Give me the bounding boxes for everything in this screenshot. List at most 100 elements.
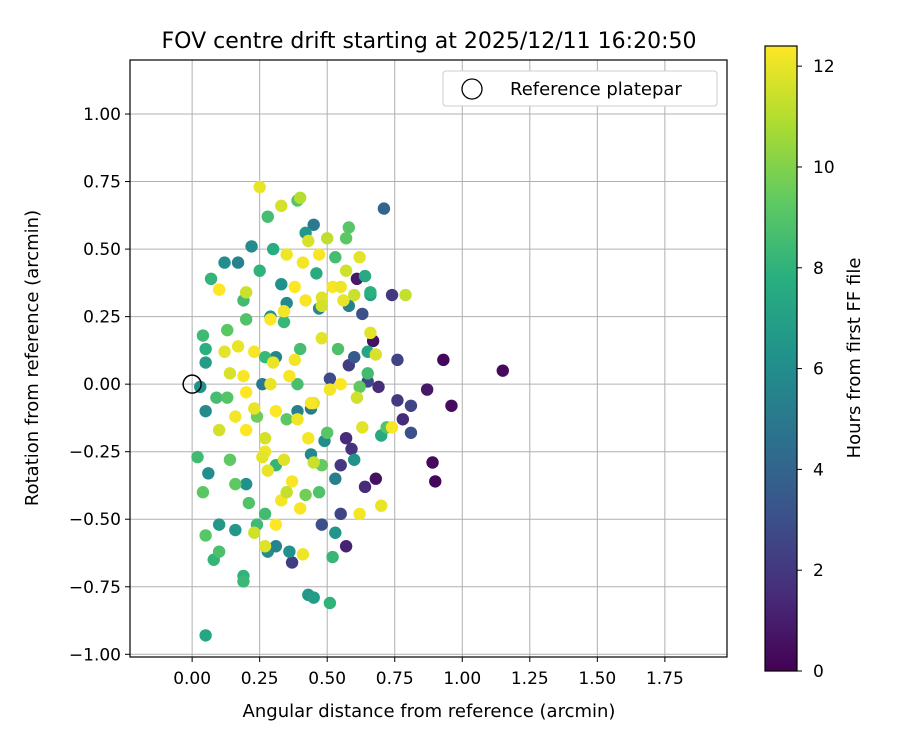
data-point	[426, 456, 439, 469]
data-point	[253, 180, 266, 194]
data-point	[280, 248, 293, 261]
legend: Reference platepar	[442, 70, 718, 107]
data-point	[269, 518, 283, 531]
data-point	[361, 367, 374, 380]
data-point	[339, 540, 353, 553]
data-points	[191, 180, 509, 642]
data-point	[329, 250, 342, 264]
data-point	[199, 356, 212, 369]
colorbar-tick-label: 10	[813, 158, 835, 178]
data-point	[264, 377, 277, 391]
data-point	[337, 294, 350, 307]
data-point	[212, 518, 226, 531]
x-tick-label: 0.00	[173, 669, 211, 689]
data-point	[312, 486, 326, 499]
colorbar-label: Hours from first FF file	[844, 258, 865, 459]
data-point	[258, 540, 272, 553]
data-point	[280, 413, 293, 426]
data-point	[334, 280, 347, 294]
data-point	[429, 475, 442, 488]
data-point	[237, 575, 250, 588]
data-point	[304, 396, 318, 410]
data-point	[377, 202, 391, 215]
data-point	[212, 283, 226, 296]
data-point	[399, 288, 412, 302]
data-point	[288, 353, 301, 367]
data-point	[391, 394, 404, 407]
data-point	[334, 459, 347, 472]
data-point	[334, 507, 347, 521]
data-point	[315, 518, 328, 531]
data-point	[315, 299, 328, 313]
y-axis-label: Rotation from reference (arcmin)	[22, 210, 43, 506]
data-point	[223, 367, 237, 380]
data-point	[348, 288, 361, 302]
data-point	[229, 523, 242, 537]
data-point	[223, 453, 237, 467]
data-point	[345, 442, 358, 456]
data-point	[231, 340, 245, 353]
data-point	[285, 556, 299, 569]
data-point	[239, 386, 253, 399]
colorbar-tick-label: 2	[813, 561, 824, 581]
data-point	[385, 421, 399, 434]
x-tick-label: 0.75	[376, 669, 414, 689]
data-point	[221, 323, 234, 337]
data-point	[266, 242, 280, 256]
data-point	[329, 526, 342, 539]
data-point	[293, 502, 307, 515]
data-point	[307, 456, 320, 469]
data-point	[320, 426, 334, 439]
data-point	[356, 421, 369, 434]
data-point	[391, 353, 404, 367]
data-point	[237, 369, 250, 383]
data-point	[339, 431, 353, 445]
data-point	[299, 488, 312, 502]
data-point	[404, 426, 418, 439]
data-point	[191, 450, 204, 464]
data-point	[277, 305, 291, 318]
data-point	[275, 278, 288, 291]
x-tick-label: 1.75	[646, 669, 684, 689]
data-point	[196, 486, 210, 499]
y-tick-label: −1.00	[69, 645, 121, 665]
data-point	[199, 404, 212, 418]
data-point	[320, 232, 334, 245]
legend-label: Reference platepar	[510, 79, 682, 100]
data-point	[196, 329, 210, 342]
data-point	[261, 210, 274, 223]
data-point	[258, 431, 272, 445]
reference-platepar-marker	[182, 374, 202, 394]
data-point	[296, 548, 310, 561]
plot-frame	[129, 59, 728, 658]
colorbar	[764, 45, 798, 672]
data-point	[339, 264, 353, 277]
data-point	[326, 550, 339, 564]
x-tick-label: 1.25	[511, 669, 549, 689]
data-point	[293, 342, 307, 356]
data-point	[266, 356, 280, 369]
y-tick-label: −0.50	[69, 510, 121, 530]
data-point	[356, 307, 369, 321]
data-point	[239, 423, 253, 437]
data-point	[285, 475, 299, 488]
data-point	[350, 391, 364, 404]
y-tick-label: 1.00	[83, 105, 121, 125]
data-point	[364, 286, 377, 299]
colorbar-tick-label: 8	[813, 259, 824, 279]
data-point	[299, 294, 312, 307]
data-point	[293, 191, 307, 204]
x-axis-ticks: 0.00 0.25 0.50 0.75 1.00 1.25 1.50 1.75	[173, 657, 684, 689]
data-point	[283, 545, 296, 558]
data-point	[204, 272, 218, 286]
x-axis-label: Angular distance from reference (arcmin)	[243, 701, 616, 722]
data-point	[277, 453, 291, 467]
data-point	[210, 391, 223, 404]
colorbar-ticks: 0 2 4 6 8 10 12	[797, 57, 835, 682]
data-point	[315, 332, 328, 345]
y-tick-label: 0.25	[83, 308, 121, 328]
y-tick-label: 0.75	[83, 173, 121, 193]
data-point	[221, 391, 234, 404]
data-point	[218, 345, 231, 358]
data-point	[202, 467, 215, 480]
